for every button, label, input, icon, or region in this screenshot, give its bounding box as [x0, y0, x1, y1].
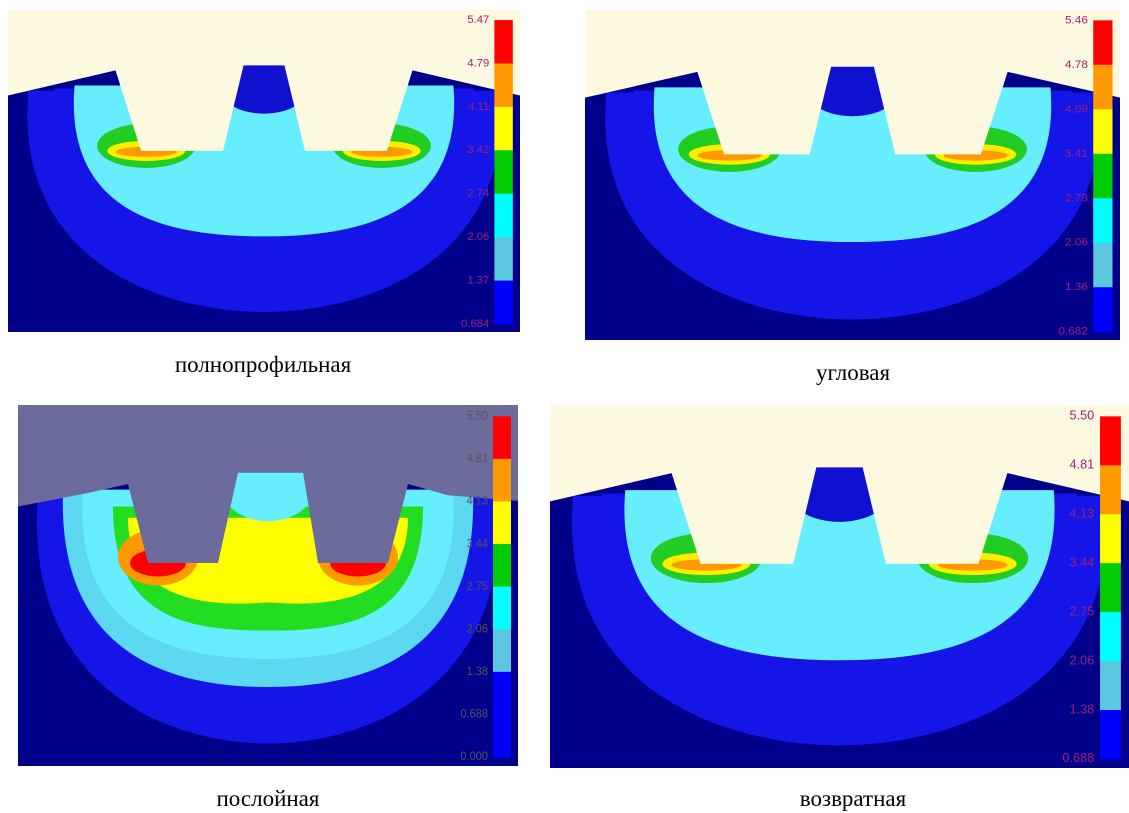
colorbar-segment [493, 629, 511, 672]
colorbar-label: 1.37 [467, 275, 489, 287]
colorbar-label: 4.81 [467, 452, 488, 466]
colorbar-label: 2.75 [1069, 605, 1094, 619]
colorbar-label: 4.78 [1065, 59, 1088, 71]
colorbar-segment [1093, 65, 1112, 110]
colorbar-segment [1093, 287, 1112, 332]
colorbar-label: 5.50 [467, 409, 489, 423]
caption: возвратная [653, 786, 1053, 812]
colorbar-segment [1093, 20, 1112, 65]
contour-plot: 5.47 4.79 4.11 3.42 2.74 2.06 1.37 0.684 [8, 10, 520, 332]
colorbar-label: 0.684 [461, 318, 489, 330]
colorbar-segment [493, 714, 511, 757]
colorbar-label: 2.73 [1065, 192, 1088, 204]
colorbar-segment [493, 544, 511, 587]
colorbar-segment [494, 107, 512, 151]
caption: полнопрофильная [63, 352, 463, 378]
colorbar-segment [494, 281, 512, 325]
colorbar-label: 4.09 [1065, 103, 1088, 115]
colorbar-segment [1093, 243, 1112, 288]
colorbar-label: 4.13 [467, 494, 488, 508]
colorbar-label: 2.06 [1065, 237, 1088, 249]
colorbar-label: 4.81 [1069, 458, 1094, 472]
colorbar-segment [1093, 154, 1112, 199]
colorbar-segment [493, 416, 511, 459]
colorbar-segment [494, 63, 512, 107]
colorbar-label: 4.11 [468, 101, 489, 113]
colorbar-segment [1100, 563, 1121, 613]
colorbar-segment [494, 150, 512, 194]
colorbar-segment [493, 501, 511, 544]
colorbar-segment [1100, 416, 1121, 466]
contour-plot: 5.50 4.81 4.13 3.44 2.75 2.06 1.38 0.688 [550, 405, 1129, 768]
colorbar-segment [1100, 710, 1121, 760]
caption: послойная [68, 786, 468, 812]
colorbar-label: 2.06 [467, 231, 489, 243]
colorbar-label: 2.06 [467, 622, 488, 636]
colorbar-segment [494, 237, 512, 281]
colorbar-segment [1100, 661, 1121, 711]
colorbar-segment [1100, 612, 1121, 662]
colorbar-label: 0.682 [1058, 326, 1087, 338]
colorbar-label: 5.50 [1069, 409, 1094, 423]
colorbar-segment [493, 672, 511, 715]
colorbar-label: 3.41 [1065, 148, 1088, 160]
colorbar-label: 3.44 [467, 537, 489, 551]
colorbar-label: 5.46 [1065, 14, 1088, 26]
colorbar-label: 0.000 [460, 750, 488, 764]
colorbar-segment [1100, 514, 1121, 564]
colorbar-segment [493, 587, 511, 630]
colorbar-label: 2.75 [467, 579, 489, 593]
colorbar-label: 3.42 [467, 144, 489, 156]
colorbar-label: 5.47 [467, 14, 489, 26]
colorbar-label: 0.688 [1062, 751, 1094, 765]
colorbar-label: 1.38 [1069, 702, 1094, 716]
colorbar-segment [1093, 198, 1112, 243]
caption: угловая [653, 360, 1053, 386]
colorbar-segment [1093, 109, 1112, 154]
contour-plot: 5.46 4.78 4.09 3.41 2.73 2.06 1.36 0.682 [585, 10, 1120, 340]
colorbar-label: 0.688 [460, 707, 488, 721]
colorbar-label: 2.74 [467, 188, 489, 200]
page: 5.47 4.79 4.11 3.42 2.74 2.06 1.37 0.684 5.46 4.… [0, 0, 1129, 813]
colorbar-label: 1.36 [1065, 281, 1088, 293]
colorbar-segment [493, 459, 511, 502]
colorbar-label: 2.06 [1069, 653, 1094, 667]
colorbar-label: 3.44 [1069, 556, 1094, 570]
colorbar-label: 4.13 [1069, 507, 1094, 521]
contour-plot: 5.50 4.81 4.13 3.44 2.75 2.06 1.38 0.688 0.000 [18, 405, 518, 766]
colorbar-segment [494, 194, 512, 238]
colorbar-label: 1.38 [467, 664, 489, 678]
colorbar-segment [494, 20, 512, 64]
colorbar-segment [1100, 465, 1121, 515]
colorbar-label: 4.79 [467, 57, 489, 69]
